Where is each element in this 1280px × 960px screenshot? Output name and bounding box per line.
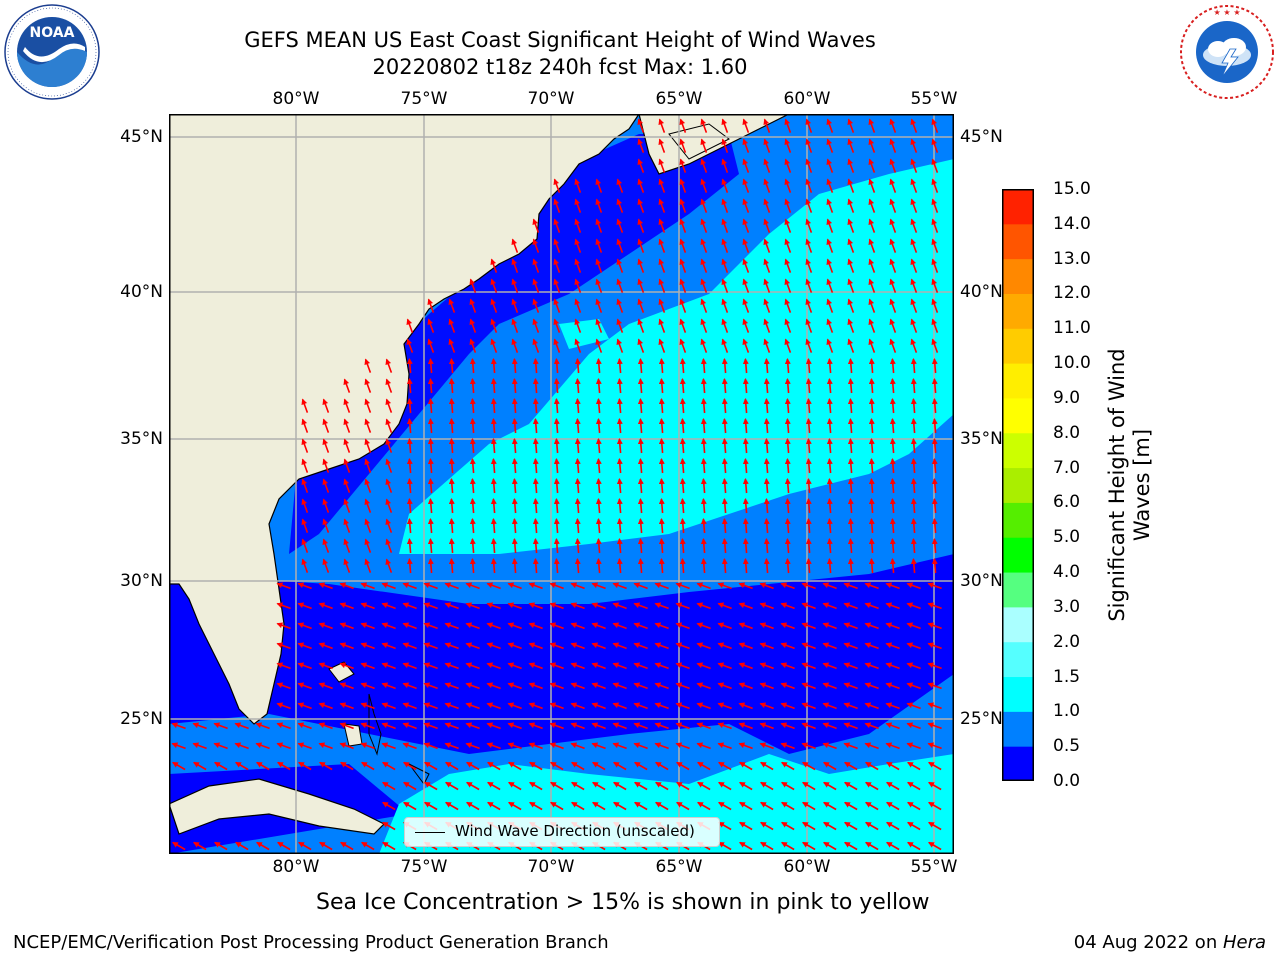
lat-label-left: 45°N — [120, 127, 163, 147]
colorbar-segment — [1002, 746, 1034, 781]
colorbar-tick-label: 10.0 — [1053, 353, 1091, 374]
noaa-logo: NOAA — [4, 4, 100, 100]
lon-label-top: 70°W — [527, 89, 575, 109]
colorbar — [1002, 189, 1034, 781]
colorbar-segment — [1002, 676, 1034, 712]
colorbar-tick-label: 12.0 — [1053, 283, 1091, 304]
lon-label-bottom: 55°W — [910, 857, 958, 877]
svg-text:★ ★ ★: ★ ★ ★ — [1213, 8, 1240, 17]
colorbar-segment — [1002, 502, 1034, 538]
colorbar-segment — [1002, 711, 1034, 747]
colorbar-tick-label: 13.0 — [1053, 248, 1091, 269]
colorbar-segment — [1002, 223, 1034, 260]
colorbar-tick-label: 0.5 — [1053, 736, 1081, 757]
footer-host: Hera — [1222, 932, 1266, 953]
map-subtitle: 20220802 t18z 240h fcst Max: 1.60 — [372, 55, 748, 79]
colorbar-segment — [1002, 537, 1034, 573]
lat-label-right: 30°N — [960, 571, 1003, 591]
legend-label: Wind Wave Direction (unscaled) — [455, 822, 695, 840]
lat-label-left: 30°N — [120, 571, 163, 591]
colorbar-tick-label: 0.0 — [1053, 771, 1081, 791]
lat-label-left: 35°N — [120, 429, 163, 449]
colorbar-label: Significant Height of Wind Waves [m] — [1105, 348, 1154, 622]
colorbar-segment — [1002, 397, 1034, 434]
colorbar-segment — [1002, 432, 1034, 469]
lat-label-right: 45°N — [960, 127, 1003, 147]
lon-label-top: 60°W — [783, 89, 831, 109]
colorbar-tick-label: 11.0 — [1053, 318, 1091, 339]
lon-label-bottom: 70°W — [527, 857, 575, 877]
colorbar-segment — [1002, 606, 1034, 643]
colorbar-tick-label: 1.0 — [1053, 701, 1081, 722]
lon-label-bottom: 80°W — [272, 857, 320, 877]
lon-label-bottom: 60°W — [783, 857, 831, 877]
colorbar-tick-label: 2.0 — [1053, 631, 1081, 652]
noaa-logo-text: NOAA — [30, 25, 75, 41]
wave-height-map — [169, 114, 954, 854]
footer-organization: NCEP/EMC/Verification Post Processing Pr… — [13, 932, 609, 953]
lat-label-right: 25°N — [960, 709, 1003, 729]
lon-label-top: 55°W — [910, 89, 958, 109]
map-title: GEFS MEAN US East Coast Significant Heig… — [244, 28, 876, 52]
footer-date: 04 Aug 2022 on Hera — [1073, 932, 1266, 953]
lon-label-top: 75°W — [400, 89, 448, 109]
colorbar-segment — [1002, 189, 1034, 225]
colorbar-tick-label: 4.0 — [1053, 562, 1081, 583]
lat-label-right: 35°N — [960, 429, 1003, 449]
lat-label-right: 40°N — [960, 282, 1003, 302]
colorbar-tick-label: 14.0 — [1053, 213, 1091, 234]
lon-label-bottom: 65°W — [655, 857, 703, 877]
colorbar-tick-label: 6.0 — [1053, 492, 1081, 513]
colorbar-segment — [1002, 328, 1034, 364]
colorbar-tick-label: 5.0 — [1053, 527, 1081, 548]
nws-logo: ★ ★ ★ — [1180, 5, 1274, 99]
sea-ice-caption: Sea Ice Concentration > 15% is shown in … — [316, 890, 930, 915]
colorbar-segment — [1002, 258, 1034, 294]
land-cuba — [169, 778, 386, 835]
colorbar-tick-label: 9.0 — [1053, 387, 1081, 408]
colorbar-tick-label: 3.0 — [1053, 596, 1081, 617]
colorbar-segment — [1002, 572, 1034, 608]
lon-label-top: 65°W — [655, 89, 703, 109]
lat-label-left: 25°N — [120, 709, 163, 729]
colorbar-tick-label: 8.0 — [1053, 422, 1081, 443]
map-frame — [169, 114, 954, 854]
colorbar-segment — [1002, 467, 1034, 503]
ocean-band-1-0-1-5 — [399, 159, 954, 554]
lat-label-left: 40°N — [120, 282, 163, 302]
lon-label-bottom: 75°W — [400, 857, 448, 877]
lon-label-top: 80°W — [272, 89, 320, 109]
map-legend: Wind Wave Direction (unscaled) — [404, 817, 720, 847]
colorbar-tick-label: 15.0 — [1053, 179, 1091, 199]
colorbar-tick-label: 1.5 — [1053, 666, 1081, 687]
colorbar-tick-label: 7.0 — [1053, 457, 1081, 478]
wind-wave-direction-arrows — [171, 118, 942, 851]
colorbar-segment — [1002, 641, 1034, 678]
legend-line-swatch — [415, 832, 445, 833]
ocean-band-0-0-5 — [289, 134, 739, 554]
colorbar-segment — [1002, 363, 1034, 399]
colorbar-segment — [1002, 293, 1034, 329]
